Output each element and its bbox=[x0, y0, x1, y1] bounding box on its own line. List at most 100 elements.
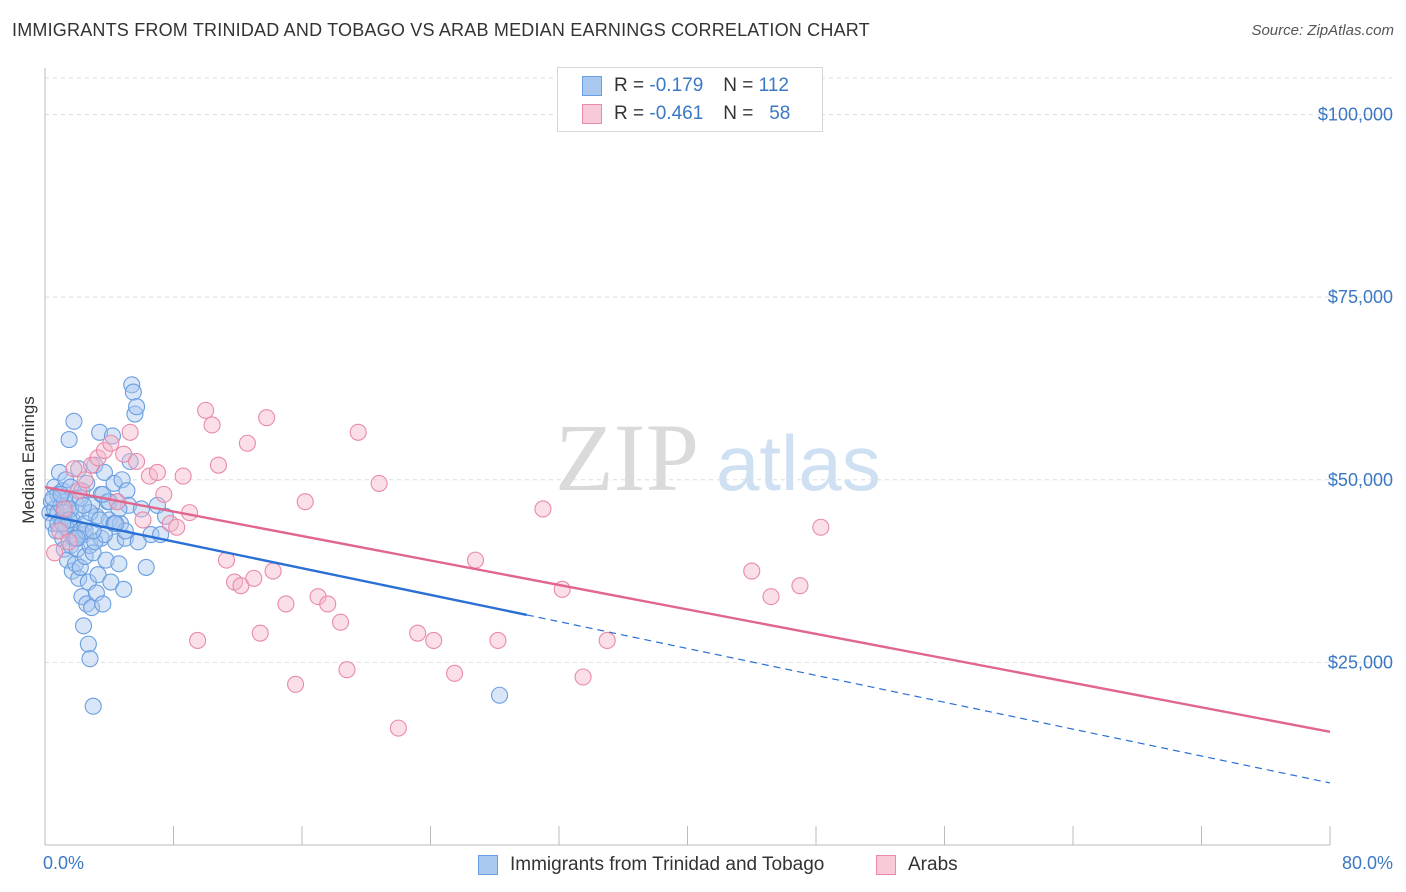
trinidad-point bbox=[44, 489, 62, 507]
chart-title: IMMIGRANTS FROM TRINIDAD AND TOBAGO VS A… bbox=[12, 20, 870, 40]
arab-point bbox=[189, 631, 207, 650]
trinidad-point bbox=[70, 569, 88, 587]
arab-point bbox=[296, 493, 314, 511]
arab-point bbox=[466, 551, 485, 569]
trinidad-point bbox=[76, 547, 94, 566]
tick-labels: $25,000 $50,000 $75,000 $100,000 0.0% 80.0% Me… bbox=[19, 105, 1393, 873]
arab-point bbox=[534, 500, 552, 518]
trinidad-point bbox=[68, 529, 86, 547]
arab-point bbox=[258, 409, 276, 427]
arab-point bbox=[791, 577, 809, 595]
arab-point bbox=[409, 624, 427, 642]
arab-point bbox=[277, 595, 295, 613]
correlation-legend: R = -0.179 N = 112 R = -0.461 N = 58 bbox=[557, 67, 823, 132]
trinidad-point bbox=[58, 551, 77, 569]
trinidad-point bbox=[110, 555, 128, 573]
arab-point bbox=[197, 401, 215, 419]
arab-point bbox=[60, 533, 78, 551]
trinidad-point bbox=[491, 686, 509, 704]
arab-point bbox=[76, 471, 94, 489]
trinidad-point bbox=[105, 474, 123, 492]
legend-n-label: N = bbox=[723, 103, 754, 124]
axes bbox=[44, 68, 1331, 846]
arab-point bbox=[50, 522, 69, 540]
watermark: ZIP atlas bbox=[555, 404, 881, 511]
legend-row-trinidad: R = -0.179 N = 112 bbox=[582, 73, 789, 99]
trinidad-point bbox=[71, 558, 89, 576]
trinidad-point bbox=[79, 635, 97, 653]
legend-r-label: R = bbox=[614, 75, 645, 96]
arab-point bbox=[245, 569, 263, 587]
legend-r-value: -0.461 bbox=[649, 103, 704, 124]
trinidad-point bbox=[94, 595, 112, 613]
arab-point bbox=[209, 456, 228, 474]
legend-n-value: 58 bbox=[769, 103, 791, 124]
legend-r-label: R = bbox=[614, 103, 645, 124]
trinidad-point bbox=[75, 496, 93, 514]
y-axis-label: Median Earnings bbox=[19, 396, 38, 524]
arab-point bbox=[168, 518, 186, 536]
legend-label-arabs: Arabs bbox=[908, 854, 958, 875]
arab-point bbox=[148, 463, 166, 482]
trinidad-trend-extension bbox=[526, 614, 1331, 784]
y-tick-label: $50,000 bbox=[1328, 470, 1393, 490]
arab-point bbox=[251, 624, 269, 642]
bottom-legend-arabs: Arabs bbox=[876, 852, 958, 878]
arab-point bbox=[331, 613, 350, 631]
arab-point bbox=[762, 588, 780, 606]
arab-point bbox=[65, 460, 83, 478]
x-tick-label-start: 0.0% bbox=[43, 853, 84, 873]
trinidad-point bbox=[60, 431, 78, 449]
arab-point bbox=[121, 423, 139, 441]
legend-swatch-pink bbox=[876, 855, 896, 875]
legend-row-arabs: R = -0.461 N = 58 bbox=[582, 101, 790, 127]
trinidad-point bbox=[89, 566, 107, 584]
trinidad-point bbox=[124, 383, 142, 401]
legend-n-label: N = bbox=[723, 75, 754, 96]
arab-point bbox=[238, 434, 256, 452]
arab-point bbox=[102, 434, 120, 452]
arab-point bbox=[174, 467, 192, 485]
trinidad-point bbox=[97, 551, 115, 569]
trinidad-point bbox=[91, 423, 109, 441]
trinidad-point bbox=[113, 471, 131, 489]
legend-n-value: 112 bbox=[758, 75, 789, 96]
trinidad-point bbox=[102, 573, 120, 591]
trinidad-point bbox=[128, 398, 146, 416]
arab-point bbox=[338, 661, 356, 679]
trinidad-point bbox=[84, 697, 102, 715]
x-tick-label-end: 80.0% bbox=[1342, 853, 1393, 873]
trinidad-point bbox=[115, 580, 133, 598]
legend-swatch-blue bbox=[582, 76, 602, 96]
arab-point bbox=[128, 452, 146, 471]
arab-point bbox=[134, 511, 152, 529]
trinidad-point bbox=[70, 460, 88, 478]
bottom-legend-trinidad: Immigrants from Trinidad and Tobago bbox=[478, 852, 824, 878]
arab-point bbox=[389, 719, 407, 737]
trinidad-point bbox=[116, 529, 134, 547]
arab-point bbox=[743, 562, 761, 580]
y-tick-label: $100,000 bbox=[1318, 105, 1393, 125]
arab-point bbox=[349, 423, 367, 441]
trinidad-point bbox=[75, 617, 93, 635]
arab-point bbox=[155, 485, 173, 503]
trinidad-point bbox=[137, 558, 155, 576]
arab-point bbox=[140, 467, 158, 485]
arab-point bbox=[232, 577, 250, 595]
trinidad-point bbox=[118, 482, 136, 500]
arab-point bbox=[489, 631, 507, 650]
arab-point bbox=[46, 544, 64, 562]
watermark-zip: ZIP bbox=[555, 404, 699, 511]
arab-point bbox=[446, 664, 464, 682]
legend-r-value: -0.179 bbox=[649, 75, 704, 96]
arab-point bbox=[812, 518, 830, 536]
trinidad-trend-line bbox=[44, 513, 528, 617]
arab-point bbox=[287, 675, 305, 693]
trend-lines bbox=[44, 485, 1331, 784]
y-tick-label: $25,000 bbox=[1328, 652, 1393, 672]
trinidad-point bbox=[65, 412, 83, 430]
trinidad-point bbox=[95, 463, 113, 482]
arab-trend-line bbox=[44, 485, 1331, 733]
scatter-points bbox=[41, 376, 830, 737]
